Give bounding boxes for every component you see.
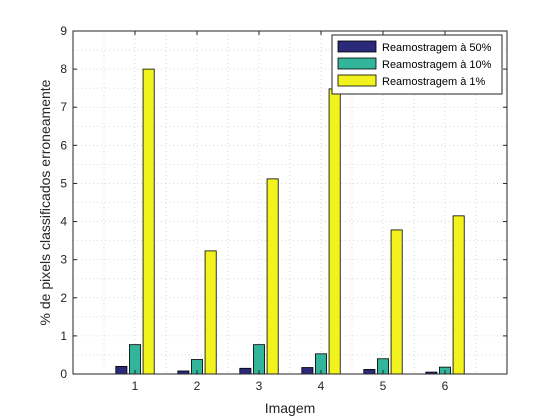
y-tick-label: 9 [60,24,67,38]
legend-label: Reamostragem à 50% [382,42,492,54]
legend: Reamostragem à 50% Reamostragem à 10% Ream… [331,34,503,95]
y-tick-label: 4 [60,215,67,229]
y-tick-label: 6 [60,138,67,152]
legend-swatch [337,74,377,87]
bar [328,88,341,375]
x-tick-label: 3 [256,379,263,393]
y-tick-label: 1 [60,329,67,343]
bar [115,365,128,375]
legend-label: Reamostragem à 1% [382,76,486,88]
bar [301,367,314,375]
bar [142,68,155,375]
bars [115,68,465,375]
bar [253,344,265,375]
y-axis-label: % de pixels classificados erroneamente [37,79,53,325]
plot-frame [72,30,508,375]
x-axis-label: Imagem [265,400,316,416]
bar [266,178,279,375]
bar [239,367,252,375]
x-tick-label: 5 [380,379,387,393]
legend-swatch [337,40,377,53]
y-tick-label: 5 [60,176,67,190]
bar [363,369,376,375]
x-tick-label: 4 [318,379,325,393]
bar [129,344,141,375]
y-tick-label: 2 [60,291,67,305]
legend-swatch [337,57,377,70]
x-tick-label: 6 [442,379,449,393]
bar [390,229,403,375]
y-tick-label: 3 [60,253,67,267]
ticks: 0 1 2 3 4 5 6 7 8 9 1 2 3 4 5 6 [60,24,507,393]
x-tick-label: 2 [194,379,201,393]
y-tick-label: 0 [60,367,67,381]
y-tick-label: 7 [60,100,67,114]
bar [204,250,217,375]
y-tick-label: 8 [60,62,67,76]
x-tick-label: 1 [132,379,139,393]
legend-label: Reamostragem à 10% [382,59,492,71]
bar [452,215,465,375]
